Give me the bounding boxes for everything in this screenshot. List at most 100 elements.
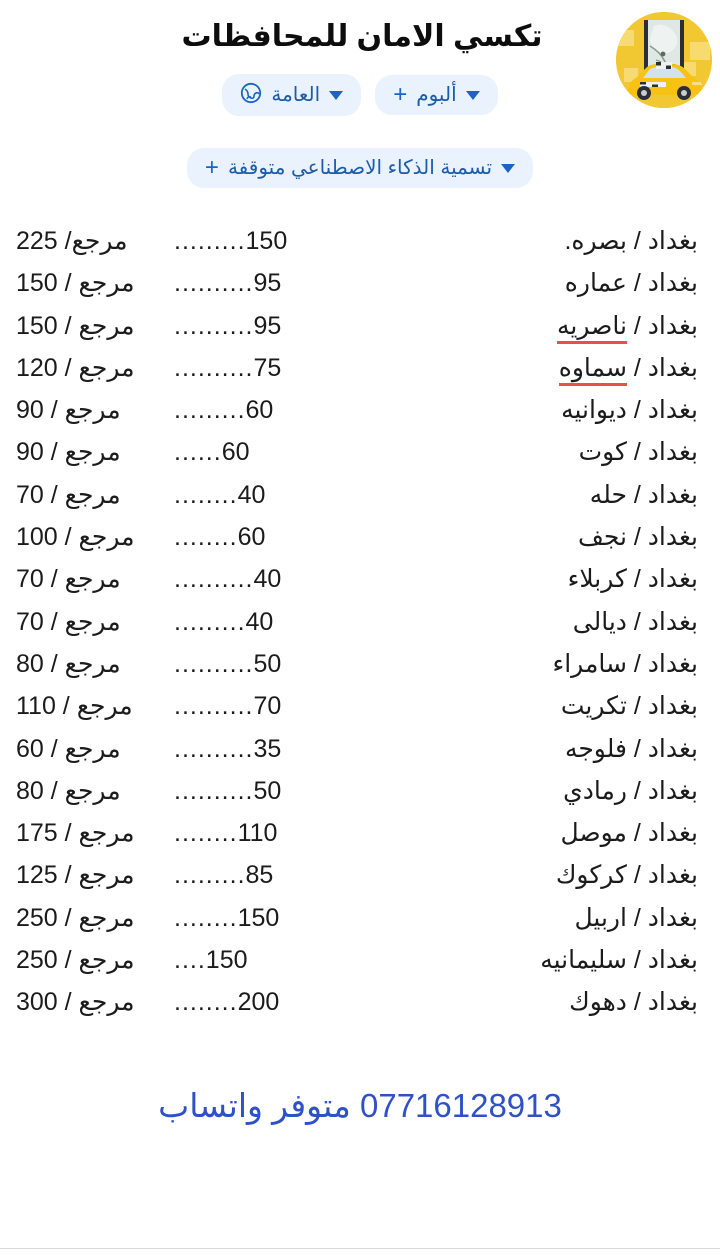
fare-one-way: ........150 xyxy=(168,904,512,933)
fare-one-way: ........110 xyxy=(168,819,512,848)
price-row: بغداد / دهوك ........200 مرجع / 300 xyxy=(16,987,704,1029)
fare-one-way: ..........50 xyxy=(168,777,512,806)
globe-icon xyxy=(240,82,262,108)
route-label: بغداد / كوت xyxy=(578,438,698,467)
route-label: بغداد / دهوك xyxy=(569,988,698,1017)
fare-return: مرجع / 70 xyxy=(16,480,121,509)
ai-labeling-chip[interactable]: + تسمية الذكاء الاصطناعي متوقفة xyxy=(186,148,534,188)
fare-one-way: ........40 xyxy=(168,481,512,510)
price-row: بغداد / رمادي ..........50 مرجع / 80 xyxy=(16,776,704,818)
chip-row-secondary: + تسمية الذكاء الاصطناعي متوقفة xyxy=(0,148,720,188)
route-label: بغداد / نجف xyxy=(577,523,698,552)
price-row: بغداد / اربيل ........150 مرجع / 250 xyxy=(16,903,704,945)
dot-leader: .......... xyxy=(174,734,254,763)
price-row: بغداد / سليمانيه ....150 مرجع / 250 xyxy=(16,945,704,987)
fare-one-way: ..........95 xyxy=(168,269,512,298)
dot-leader: .......... xyxy=(174,776,254,805)
chevron-down-icon xyxy=(465,90,480,100)
spellcheck-underline: ناصريه xyxy=(556,311,627,344)
fare-amount: 40 xyxy=(237,480,266,509)
route-label: بغداد / سامراء xyxy=(552,649,698,678)
fare-one-way: ..........70 xyxy=(168,692,512,721)
price-row: بغداد / نجف ........60 مرجع / 100 xyxy=(16,522,704,564)
price-row: بغداد / فلوجه ..........35 مرجع / 60 xyxy=(16,734,704,776)
fare-amount: 95 xyxy=(253,269,282,298)
availability-label: متوفر واتساب xyxy=(158,1087,351,1124)
fare-return: مرجع / 250 xyxy=(16,903,135,932)
album-chip[interactable]: + ألبوم xyxy=(375,75,498,115)
fare-amount: 200 xyxy=(237,988,280,1017)
album-chip-label: ألبوم xyxy=(416,84,457,106)
fare-amount: 150 xyxy=(237,903,280,932)
dot-leader: ........ xyxy=(174,480,238,509)
fare-return: مرجع / 120 xyxy=(16,353,135,382)
dot-leader: ...... xyxy=(174,438,222,467)
fare-return: مرجع / 300 xyxy=(16,988,135,1017)
dot-leader: ......... xyxy=(174,607,246,636)
fare-return: مرجع / 80 xyxy=(16,649,121,678)
fare-amount: 150 xyxy=(205,946,248,975)
route-label: بغداد / اربيل xyxy=(574,903,698,932)
fare-amount: 35 xyxy=(253,734,282,763)
route-label: بغداد / كركوك xyxy=(555,861,698,890)
price-row: بغداد / عماره ..........95 مرجع / 150 xyxy=(16,268,704,310)
fare-amount: 50 xyxy=(253,776,282,805)
price-row: بغداد / كربلاء ..........40 مرجع / 70 xyxy=(16,564,704,606)
fare-return: مرجع / 70 xyxy=(16,565,121,594)
fare-return: مرجع / 100 xyxy=(16,523,135,552)
fare-amount: 50 xyxy=(253,649,282,678)
fare-one-way: .........150 xyxy=(168,227,512,256)
route-label: بغداد / تكريت xyxy=(560,692,698,721)
fare-return: مرجع / 60 xyxy=(16,734,121,763)
dot-leader: ......... xyxy=(174,227,246,255)
price-row: بغداد / ديالى .........40 مرجع / 70 xyxy=(16,607,704,649)
fare-amount: 60 xyxy=(237,523,266,552)
page-title: تكسي الامان للمحافظات xyxy=(181,20,543,53)
route-label: بغداد / موصل xyxy=(560,819,698,848)
fare-one-way: .........85 xyxy=(168,861,512,890)
fare-one-way: ..........40 xyxy=(168,565,512,594)
price-row: بغداد / كوت ......60 مرجع / 90 xyxy=(16,437,704,479)
route-label: بغداد / عماره xyxy=(564,269,698,298)
chip-row-primary: + ألبوم العامة xyxy=(0,74,720,116)
fare-amount: 60 xyxy=(221,438,250,467)
audience-chip[interactable]: العامة xyxy=(222,74,362,116)
fare-return: مرجع / 110 xyxy=(16,692,133,721)
fare-amount: 70 xyxy=(253,692,282,721)
price-row: بغداد / ديوانيه .........60 مرجع / 90 xyxy=(16,395,704,437)
footer-contact: 07716128913 متوفر واتساب xyxy=(0,1086,720,1125)
fare-amount: 110 xyxy=(237,819,278,848)
price-row: بغداد / حله ........40 مرجع / 70 xyxy=(16,480,704,522)
route-label: بغداد / ديالى xyxy=(572,607,698,636)
fare-one-way: ..........95 xyxy=(168,312,512,341)
route-label: بغداد / بصره. xyxy=(564,227,698,255)
route-label: بغداد / سماوه xyxy=(512,353,704,386)
dot-leader: ........ xyxy=(174,523,238,552)
fare-amount: 40 xyxy=(253,565,282,594)
price-list: بغداد / بصره. .........150 مرجع/ 225 بغداد … xyxy=(0,226,720,1030)
price-row: بغداد / سامراء ..........50 مرجع / 80 xyxy=(16,649,704,691)
price-row: بغداد / بصره. .........150 مرجع/ 225 xyxy=(16,226,704,268)
route-label: بغداد / سليمانيه xyxy=(540,946,698,975)
route-label: بغداد / كربلاء xyxy=(567,565,698,594)
plus-icon: + xyxy=(393,81,408,108)
fare-return: مرجع / 80 xyxy=(16,776,121,805)
fare-return: مرجع / 90 xyxy=(16,396,121,425)
avatar[interactable] xyxy=(616,12,712,108)
price-row: بغداد / موصل ........110 مرجع / 175 xyxy=(16,818,704,860)
phone-number[interactable]: 07716128913 xyxy=(359,1087,562,1124)
fare-one-way: ..........75 xyxy=(168,354,512,383)
ai-labeling-chip-label: تسمية الذكاء الاصطناعي متوقفة xyxy=(227,157,493,179)
dot-leader: .... xyxy=(174,946,206,975)
chevron-down-icon xyxy=(501,163,516,173)
route-label: بغداد / رمادي xyxy=(563,776,698,805)
fare-one-way: ......60 xyxy=(168,438,512,467)
post-header: تكسي الامان للمحافظات + ألبوم العامة + ت… xyxy=(0,0,720,210)
fare-return: مرجع / 70 xyxy=(16,607,121,636)
price-row: بغداد / ناصريه ..........95 مرجع / 150 xyxy=(16,311,704,353)
dot-leader: .......... xyxy=(174,565,254,594)
price-row: بغداد / سماوه ..........75 مرجع / 120 xyxy=(16,353,704,395)
fare-amount: 150 xyxy=(245,227,288,255)
route-label: بغداد / فلوجه xyxy=(564,734,698,763)
fare-return: مرجع / 175 xyxy=(16,819,135,848)
